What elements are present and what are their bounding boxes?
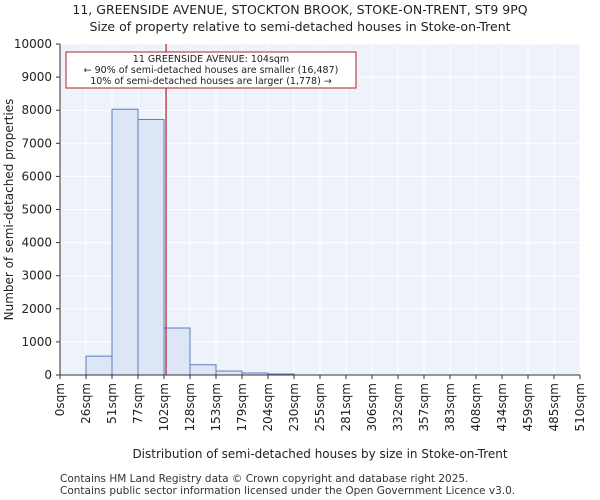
x-tick-label: 179sqm	[235, 383, 249, 431]
annotation-line3: 10% of semi-detached houses are larger (…	[90, 76, 332, 87]
bar-128sqm	[189, 364, 217, 376]
x-tick-label: 383sqm	[443, 383, 457, 431]
x-tick-label: 281sqm	[339, 383, 353, 431]
x-tick-label: 153sqm	[209, 383, 223, 431]
x-tick-label: 357sqm	[417, 383, 431, 431]
bar-102sqm	[163, 327, 191, 376]
y-tick-label: 9000	[21, 70, 52, 84]
x-tick-label: 102sqm	[157, 383, 171, 431]
annotation-line2: ← 90% of semi-detached houses are smalle…	[84, 65, 339, 76]
chart-title-line2: Size of property relative to semi-detach…	[89, 19, 510, 34]
y-tick-label: 8000	[21, 103, 52, 117]
x-tick-label: 77sqm	[131, 383, 145, 424]
x-tick-label: 408sqm	[469, 383, 483, 431]
x-tick-label: 255sqm	[313, 383, 327, 431]
x-axis-label: Distribution of semi-detached houses by …	[132, 447, 507, 461]
y-tick-label: 3000	[21, 269, 52, 283]
y-tick-label: 2000	[21, 302, 52, 316]
y-tick-label: 6000	[21, 169, 52, 183]
footer-line2: Contains public sector information licen…	[60, 485, 515, 497]
bar-51sqm	[111, 108, 139, 376]
y-tick-label: 10000	[14, 37, 52, 51]
x-tick-label: 26sqm	[79, 383, 93, 424]
x-tick-label: 128sqm	[183, 383, 197, 431]
x-tick-label: 0sqm	[53, 383, 67, 416]
x-tick-label: 485sqm	[547, 383, 561, 431]
y-tick-label: 7000	[21, 136, 52, 150]
x-tick-label: 434sqm	[495, 383, 509, 431]
y-axis-label: Number of semi-detached properties	[2, 99, 16, 321]
annotation-line1: 11 GREENSIDE AVENUE: 104sqm	[133, 54, 289, 65]
x-tick-label: 459sqm	[521, 383, 535, 431]
bar-77sqm	[137, 118, 165, 376]
y-tick-label: 1000	[21, 335, 52, 349]
y-tick-label: 5000	[21, 203, 52, 217]
bar-153sqm	[215, 370, 243, 376]
x-tick-label: 510sqm	[573, 383, 587, 431]
y-tick-labels: 0 1000 2000 3000 4000 5000 6000 7000 8000 9000 100…	[14, 37, 60, 382]
x-tick-label: 51sqm	[105, 383, 119, 424]
x-tick-label: 306sqm	[365, 383, 379, 431]
x-tick-label: 332sqm	[391, 383, 405, 431]
y-tick-label: 4000	[21, 236, 52, 250]
x-tick-labels: 0sqm 26sqm 51sqm 77sqm 102sqm 128sqm 153sqm 179…	[53, 375, 587, 431]
y-tick-label: 0	[44, 368, 52, 382]
bar-26sqm	[85, 355, 113, 376]
footer-line1: Contains HM Land Registry data © Crown c…	[60, 473, 468, 485]
x-tick-label: 204sqm	[261, 383, 275, 431]
bars	[85, 108, 295, 376]
chart-title-line1: 11, GREENSIDE AVENUE, STOCKTON BROOK, ST…	[72, 2, 527, 17]
annotation-box: 11 GREENSIDE AVENUE: 104sqm ← 90% of sem…	[65, 51, 357, 89]
x-tick-label: 230sqm	[287, 383, 301, 431]
annotation-border	[65, 51, 357, 89]
